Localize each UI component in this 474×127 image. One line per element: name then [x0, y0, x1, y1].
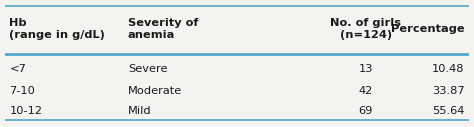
Text: Mild: Mild — [128, 106, 152, 116]
Text: Percentage: Percentage — [391, 24, 465, 34]
Text: No. of girls
(n=124): No. of girls (n=124) — [330, 18, 401, 40]
Text: 10-12: 10-12 — [9, 106, 42, 116]
Text: <7: <7 — [9, 64, 26, 74]
Text: Moderate: Moderate — [128, 86, 182, 96]
Text: Severity of
anemia: Severity of anemia — [128, 18, 198, 40]
Text: 33.87: 33.87 — [432, 86, 465, 96]
Text: 13: 13 — [359, 64, 373, 74]
Text: Hb
(range in g/dL): Hb (range in g/dL) — [9, 18, 105, 40]
Text: 42: 42 — [359, 86, 373, 96]
Text: 55.64: 55.64 — [432, 106, 465, 116]
Text: Severe: Severe — [128, 64, 167, 74]
Text: 69: 69 — [359, 106, 373, 116]
Text: 10.48: 10.48 — [432, 64, 465, 74]
Text: 7-10: 7-10 — [9, 86, 35, 96]
